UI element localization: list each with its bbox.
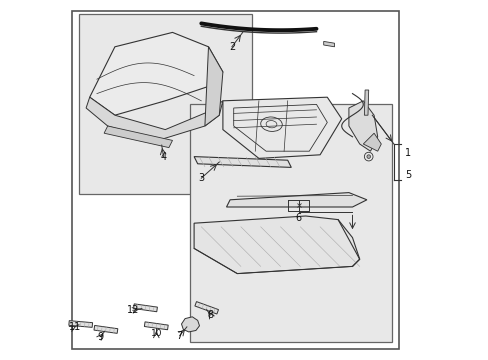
Text: 1: 1 [405, 148, 410, 158]
Text: 11: 11 [68, 322, 81, 332]
Text: 8: 8 [207, 310, 213, 320]
Text: 12: 12 [126, 305, 139, 315]
Polygon shape [194, 216, 359, 274]
Polygon shape [223, 97, 341, 158]
Polygon shape [69, 321, 92, 327]
Text: 3: 3 [198, 173, 204, 183]
Polygon shape [204, 47, 223, 126]
Bar [79, 14, 251, 194]
Polygon shape [144, 322, 168, 330]
Bar [190, 104, 391, 342]
Text: 4: 4 [160, 152, 166, 162]
Polygon shape [195, 302, 218, 314]
Polygon shape [226, 193, 366, 207]
Circle shape [366, 155, 370, 158]
Text: 10: 10 [150, 329, 162, 338]
Polygon shape [348, 101, 377, 151]
Text: 9: 9 [97, 332, 103, 342]
Polygon shape [104, 126, 172, 148]
Text: 5: 5 [405, 170, 410, 180]
Polygon shape [233, 104, 326, 151]
Polygon shape [181, 317, 199, 332]
Polygon shape [364, 90, 368, 115]
Polygon shape [133, 304, 157, 312]
Polygon shape [89, 32, 223, 115]
Polygon shape [94, 325, 118, 333]
Text: 6: 6 [295, 213, 301, 223]
Polygon shape [323, 41, 334, 47]
Text: 7: 7 [176, 330, 183, 341]
Polygon shape [363, 133, 381, 151]
Polygon shape [86, 97, 223, 140]
Polygon shape [194, 157, 291, 167]
Text: 2: 2 [228, 42, 235, 52]
